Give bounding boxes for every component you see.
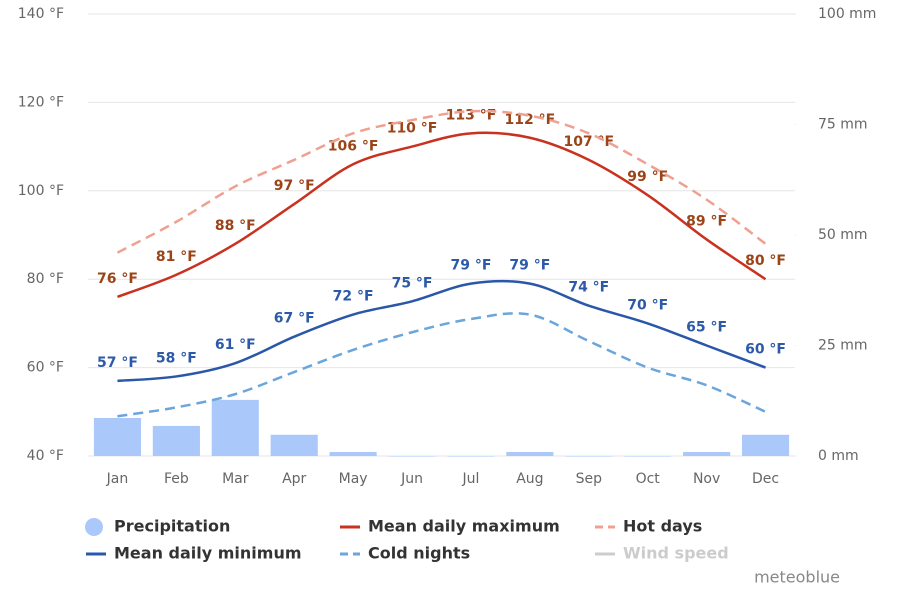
- x-tick-label: Jun: [400, 471, 423, 487]
- credit: meteoblue: [754, 568, 840, 587]
- x-tick-label: Feb: [164, 471, 189, 487]
- bar: [506, 452, 554, 456]
- data-label: 112 °F: [505, 112, 556, 128]
- data-label: 57 °F: [97, 355, 138, 371]
- data-label: 70 °F: [627, 297, 668, 313]
- line: [117, 312, 767, 418]
- data-label: 60 °F: [745, 342, 786, 358]
- data-label: 88 °F: [215, 218, 256, 234]
- x-tick-label: May: [339, 471, 368, 487]
- x-tick-label: Dec: [752, 471, 779, 487]
- data-label: 110 °F: [387, 121, 438, 137]
- legend-label[interactable]: Mean daily maximum: [368, 517, 560, 536]
- bar: [329, 452, 377, 456]
- y2-tick-label: 50 mm: [818, 227, 868, 243]
- y2-tick-label: 100 mm: [818, 6, 876, 22]
- y-tick-label: 100 °F: [18, 183, 64, 199]
- bar: [741, 434, 790, 456]
- legend-label[interactable]: Cold nights: [368, 544, 470, 563]
- x-tick-label: Mar: [222, 471, 249, 487]
- legend-label[interactable]: Wind speed: [623, 544, 729, 563]
- bar: [270, 434, 318, 456]
- x-tick-label: Apr: [282, 471, 306, 487]
- bar: [211, 399, 259, 456]
- data-label: 76 °F: [97, 271, 138, 287]
- data-label: 89 °F: [686, 213, 727, 229]
- line: [116, 109, 767, 254]
- data-label: 79 °F: [450, 258, 491, 274]
- data-label: 113 °F: [446, 107, 497, 123]
- data-label: 106 °F: [328, 138, 379, 154]
- x-tick-label: Jan: [106, 471, 129, 487]
- line: [117, 279, 766, 383]
- data-label: 80 °F: [745, 253, 786, 269]
- y-tick-label: 40 °F: [27, 448, 64, 464]
- bar: [388, 456, 436, 457]
- bar: [624, 456, 672, 457]
- y-tick-label: 120 °F: [18, 94, 64, 110]
- data-label: 61 °F: [215, 337, 256, 353]
- x-tick-label: Jul: [462, 471, 480, 487]
- x-tick-label: Oct: [636, 471, 661, 487]
- data-label: 74 °F: [568, 280, 609, 296]
- y-tick-label: 60 °F: [27, 360, 64, 376]
- data-label: 65 °F: [686, 320, 727, 336]
- data-label: 97 °F: [274, 178, 315, 194]
- legend-label[interactable]: Precipitation: [114, 517, 230, 536]
- x-tick-label: Nov: [693, 471, 720, 487]
- data-label: 107 °F: [563, 134, 614, 150]
- data-label: 99 °F: [627, 169, 668, 185]
- data-label: 58 °F: [156, 350, 197, 366]
- y-tick-label: 140 °F: [18, 6, 64, 22]
- legend-label[interactable]: Hot days: [623, 517, 702, 536]
- bar: [565, 456, 613, 457]
- y2-tick-label: 75 mm: [818, 117, 868, 133]
- bar: [683, 452, 731, 456]
- bar: [152, 425, 200, 456]
- legend-label[interactable]: Mean daily minimum: [114, 544, 302, 563]
- data-label: 81 °F: [156, 249, 197, 265]
- bar: [447, 456, 495, 457]
- y2-tick-label: 0 mm: [818, 448, 859, 464]
- data-label: 67 °F: [274, 311, 315, 327]
- bar: [93, 417, 142, 456]
- data-label: 79 °F: [509, 258, 550, 274]
- line: [117, 131, 767, 299]
- legend-symbol: [85, 518, 103, 536]
- y-tick-label: 80 °F: [27, 271, 64, 287]
- x-tick-label: Sep: [576, 471, 603, 487]
- data-label: 72 °F: [333, 289, 374, 305]
- x-tick-label: Aug: [516, 471, 543, 487]
- data-label: 75 °F: [392, 275, 433, 291]
- y2-tick-label: 25 mm: [818, 338, 868, 354]
